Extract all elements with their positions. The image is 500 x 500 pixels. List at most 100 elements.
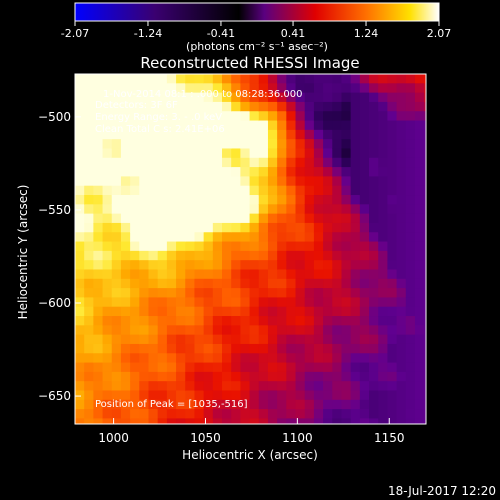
heatmap-cell bbox=[414, 111, 425, 122]
heatmap-cell bbox=[139, 390, 150, 401]
heatmap-cell bbox=[350, 260, 361, 271]
heatmap-cell bbox=[84, 418, 94, 424]
heatmap-cell bbox=[369, 241, 379, 252]
heatmap-cell bbox=[75, 418, 85, 424]
heatmap-cell bbox=[84, 111, 94, 122]
heatmap-cell bbox=[212, 381, 223, 392]
heatmap-cell bbox=[332, 74, 343, 84]
heatmap-cell bbox=[185, 83, 196, 94]
heatmap-cell bbox=[414, 139, 425, 150]
heatmap-cell bbox=[304, 399, 315, 410]
heatmap-cell bbox=[212, 185, 223, 196]
heatmap-cell bbox=[157, 83, 168, 94]
heatmap-cell bbox=[396, 83, 407, 94]
heatmap-cell bbox=[203, 232, 214, 243]
heatmap-cell bbox=[350, 213, 361, 224]
heatmap-cell bbox=[157, 129, 168, 140]
heatmap-cell bbox=[212, 120, 223, 131]
heatmap-cell bbox=[359, 278, 370, 289]
heatmap-cell bbox=[185, 278, 196, 289]
heatmap-cell bbox=[304, 213, 315, 224]
heatmap-cell bbox=[102, 278, 113, 289]
heatmap-cell bbox=[277, 353, 287, 364]
heatmap-cell bbox=[424, 288, 426, 299]
heatmap-cell bbox=[267, 120, 278, 131]
heatmap-cell bbox=[249, 176, 260, 187]
heatmap-cell bbox=[414, 418, 425, 424]
heatmap-cell bbox=[93, 92, 104, 103]
heatmap-cell bbox=[139, 157, 150, 168]
heatmap-cell bbox=[313, 83, 324, 94]
heatmap-cell bbox=[313, 129, 324, 140]
heatmap-cell bbox=[111, 241, 122, 252]
heatmap-cell bbox=[295, 250, 306, 261]
heatmap-cell bbox=[93, 297, 104, 308]
heatmap-cell bbox=[102, 418, 113, 424]
heatmap-cell bbox=[249, 297, 260, 308]
heatmap-cell bbox=[231, 185, 241, 196]
heatmap-cell bbox=[249, 409, 260, 420]
heatmap-cell bbox=[176, 334, 186, 345]
heatmap-cell bbox=[267, 260, 278, 271]
heatmap-cell bbox=[304, 111, 315, 122]
heatmap-cell bbox=[166, 176, 177, 187]
heatmap-cell bbox=[387, 278, 398, 289]
heatmap-cell bbox=[231, 418, 241, 424]
heatmap-cell bbox=[369, 399, 379, 410]
heatmap-cell bbox=[148, 278, 159, 289]
x-tick-label: 1100 bbox=[282, 431, 313, 445]
heatmap-cell bbox=[203, 390, 214, 401]
heatmap-cell bbox=[166, 409, 177, 420]
heatmap-cell bbox=[194, 213, 205, 224]
heatmap-cell bbox=[176, 353, 186, 364]
heatmap-cell bbox=[249, 269, 260, 280]
heatmap-cell bbox=[93, 195, 104, 205]
heatmap-cell bbox=[286, 288, 297, 299]
heatmap-cell bbox=[222, 353, 232, 364]
heatmap-cell bbox=[176, 269, 186, 280]
heatmap-cell bbox=[120, 409, 131, 420]
heatmap-cell bbox=[341, 269, 352, 280]
heatmap-plot bbox=[75, 74, 426, 424]
heatmap-cell bbox=[378, 418, 389, 424]
heatmap-cell bbox=[277, 381, 287, 392]
heatmap-cell bbox=[341, 371, 352, 382]
heatmap-cell bbox=[387, 176, 398, 187]
heatmap-cell bbox=[212, 111, 223, 122]
heatmap-cell bbox=[286, 148, 297, 159]
heatmap-cell bbox=[323, 92, 333, 103]
heatmap-cell bbox=[332, 111, 343, 122]
heatmap-cell bbox=[332, 260, 343, 271]
heatmap-cell bbox=[185, 409, 196, 420]
heatmap-cell bbox=[304, 362, 315, 373]
heatmap-cell bbox=[359, 316, 370, 326]
heatmap-cell bbox=[378, 306, 389, 317]
heatmap-cell bbox=[378, 250, 389, 261]
heatmap-cell bbox=[130, 195, 140, 205]
heatmap-cell bbox=[396, 111, 407, 122]
heatmap-cell bbox=[387, 399, 398, 410]
heatmap-cell bbox=[304, 343, 315, 354]
heatmap-cell bbox=[222, 306, 232, 317]
heatmap-cell bbox=[277, 167, 287, 177]
heatmap-cell bbox=[341, 139, 352, 150]
heatmap-cell bbox=[102, 120, 113, 131]
heatmap-cell bbox=[396, 148, 407, 159]
heatmap-cell bbox=[194, 325, 205, 336]
colorbar-tick-label: 2.07 bbox=[427, 27, 452, 40]
heatmap-cell bbox=[313, 176, 324, 187]
heatmap-cell bbox=[267, 241, 278, 252]
heatmap-cell bbox=[93, 204, 104, 215]
heatmap-cell bbox=[111, 362, 122, 373]
heatmap-cell bbox=[84, 399, 94, 410]
heatmap-cell bbox=[396, 204, 407, 215]
heatmap-cell bbox=[323, 278, 333, 289]
heatmap-cell bbox=[212, 390, 223, 401]
heatmap-cell bbox=[414, 288, 425, 299]
heatmap-cell bbox=[139, 381, 150, 392]
heatmap-cell bbox=[332, 120, 343, 131]
heatmap-cell bbox=[111, 316, 122, 326]
heatmap-cell bbox=[157, 418, 168, 424]
heatmap-cell bbox=[323, 176, 333, 187]
heatmap-cell bbox=[84, 176, 94, 187]
